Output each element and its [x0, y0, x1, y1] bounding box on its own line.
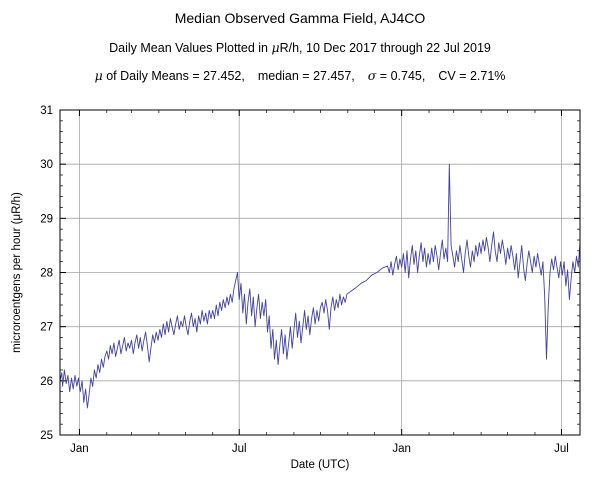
data-series-line	[59, 163, 581, 409]
subtitle-text-pre: Daily Mean Values Plotted in	[109, 41, 272, 55]
y-tick-label: 27	[40, 322, 53, 334]
sigma-stat-text: = 0.745,	[376, 69, 426, 83]
subtitle-mu-symbol: μ	[271, 40, 280, 55]
y-tick-label: 30	[40, 159, 53, 171]
chart-subtitle: Daily Mean Values Plotted in μR/h, 10 De…	[0, 40, 600, 55]
x-tick-label: Jan	[392, 443, 411, 455]
median-stat-text: median = 27.457,	[257, 69, 355, 83]
y-tick-label: 29	[40, 213, 53, 225]
cv-stat-text: CV = 2.71%	[438, 69, 506, 83]
sigma-stat: σ = 0.745,	[367, 68, 426, 83]
mu-symbol: μ	[94, 68, 103, 83]
x-tick-label: Jul	[232, 443, 247, 455]
y-tick-label: 28	[40, 268, 53, 280]
sigma-symbol: σ	[367, 68, 377, 83]
mean-stat-text: of Daily Means = 27.452,	[102, 69, 245, 83]
stats-line: μ of Daily Means = 27.452, median = 27.45…	[0, 68, 600, 83]
plot-frame	[59, 109, 581, 436]
y-tick-label: 26	[40, 376, 53, 388]
x-tick-label: Jan	[70, 443, 89, 455]
y-tick-label: 31	[40, 105, 53, 117]
x-tick-label: Jul	[554, 443, 569, 455]
y-axis-label: microroentgens per hour (μR/h)	[11, 192, 23, 353]
chart-title: Median Observed Gamma Field, AJ4CO	[174, 10, 426, 26]
subtitle-text-post: R/h, 10 Dec 2017 through 22 Jul 2019	[279, 41, 491, 55]
x-axis-label: Date (UTC)	[291, 459, 350, 471]
y-tick-label: 25	[40, 430, 53, 442]
